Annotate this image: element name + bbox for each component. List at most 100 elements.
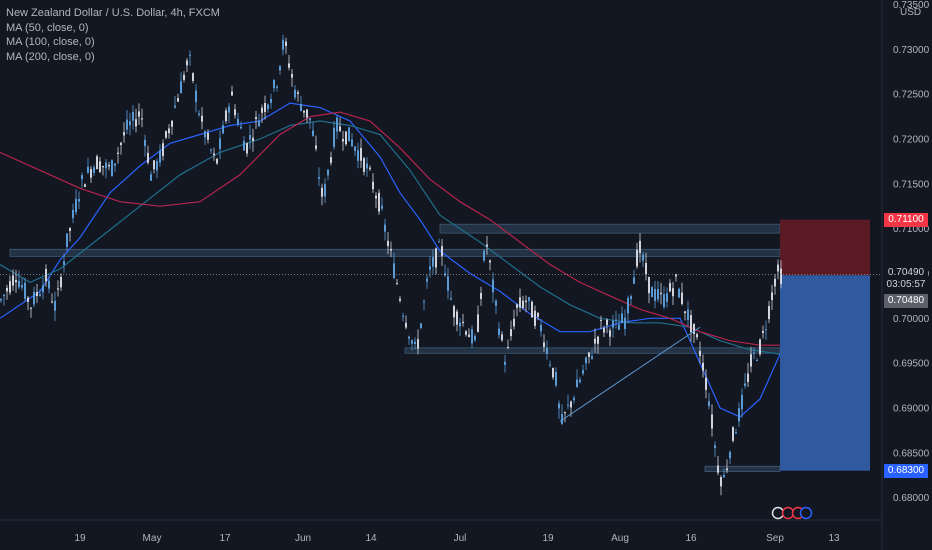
candle-body	[741, 394, 743, 410]
candle-body	[576, 379, 578, 388]
candle-body	[579, 379, 581, 383]
candle-body	[156, 160, 158, 171]
candle-body	[621, 313, 623, 323]
candle-body	[552, 367, 554, 378]
zone-0	[439, 223, 781, 234]
candle-body	[507, 346, 509, 348]
candle-body	[558, 403, 560, 409]
candle-body	[324, 184, 326, 197]
candle-body	[180, 81, 182, 94]
time-tick-label: 14	[365, 533, 377, 544]
candle-body	[567, 404, 569, 406]
candle-body	[546, 347, 548, 354]
candle-body	[177, 98, 179, 102]
candle-body	[63, 261, 65, 265]
candle-body	[168, 128, 170, 134]
candle-body	[456, 311, 458, 325]
candle-body	[51, 301, 53, 303]
candle-body	[108, 164, 110, 167]
candle-body	[522, 300, 524, 308]
time-tick-label: May	[143, 533, 162, 544]
candle-body	[60, 276, 62, 288]
candle-body	[627, 298, 629, 314]
entry-price-tag: 0.70480	[884, 294, 928, 309]
candle-body	[138, 111, 140, 117]
candle-body	[129, 121, 131, 126]
candle-body	[516, 304, 518, 308]
candle-body	[573, 397, 575, 401]
candle-body	[732, 427, 734, 441]
candle-body	[315, 145, 317, 149]
candle-body	[471, 329, 473, 344]
candle-body	[453, 306, 455, 318]
currency-label: USD	[900, 7, 922, 18]
candle-body	[171, 120, 173, 127]
time-tick-label: 13	[828, 533, 840, 544]
candle-body	[114, 163, 116, 166]
symbol-title[interactable]: New Zealand Dollar / U.S. Dollar, 4h, FX…	[6, 7, 220, 19]
candle-body	[429, 266, 431, 270]
price-tick-label: 0.69000	[893, 403, 930, 414]
candle-body	[720, 477, 722, 487]
candle-body	[474, 336, 476, 341]
candle-body	[24, 282, 26, 299]
candle-body	[273, 80, 275, 89]
candle-body	[123, 132, 125, 136]
candle-body	[231, 91, 233, 96]
candle-body	[483, 250, 485, 261]
candle-body	[27, 297, 29, 302]
candle-body	[651, 287, 653, 298]
candle-body	[747, 373, 749, 383]
take-profit-zone	[780, 275, 870, 471]
candle-body	[714, 445, 716, 448]
candle-body	[6, 287, 8, 292]
candle-body	[234, 109, 236, 116]
candle-body	[729, 451, 731, 459]
candle-body	[519, 297, 521, 308]
candle-body	[657, 289, 659, 300]
candle-body	[84, 184, 86, 187]
candle-body	[675, 274, 677, 277]
candle-body	[9, 281, 11, 293]
candle-body	[96, 156, 98, 170]
candle-body	[321, 187, 323, 197]
time-tick-label: 17	[219, 533, 231, 544]
candle-body	[678, 288, 680, 298]
candle-body	[237, 118, 239, 125]
candle-body	[288, 63, 290, 68]
candle-body	[480, 292, 482, 299]
price-tick-label: 0.71000	[893, 224, 930, 235]
ma200-legend[interactable]: MA (200, close, 0)	[6, 50, 95, 63]
candle-body	[261, 107, 263, 113]
candle-body	[513, 318, 515, 327]
ma100-legend[interactable]: MA (100, close, 0)	[6, 36, 95, 48]
time-tick-label: Aug	[611, 533, 629, 544]
candle-body	[411, 340, 413, 344]
ma50-legend[interactable]: MA (50, close, 0)	[6, 21, 89, 34]
price-tick-label: 0.69500	[893, 359, 930, 370]
candle-body	[216, 158, 218, 164]
candle-body	[696, 334, 698, 338]
time-tick-label: Jul	[454, 533, 467, 544]
candle-body	[768, 306, 770, 320]
candle-body	[222, 125, 224, 134]
candle-body	[387, 240, 389, 247]
candle-body	[21, 285, 23, 288]
bar-countdown: 03:05:57	[886, 279, 926, 291]
price-tick-label: 0.72000	[893, 134, 930, 145]
candle-body	[342, 139, 344, 142]
candle-body	[510, 329, 512, 337]
candle-body	[384, 224, 386, 232]
candle-body	[642, 254, 644, 261]
candle-body	[408, 336, 410, 339]
candle-body	[198, 113, 200, 115]
candle-body	[174, 105, 176, 108]
candle-body	[378, 192, 380, 212]
candle-body	[207, 132, 209, 140]
zone-1	[9, 248, 781, 257]
candle-body	[327, 169, 329, 176]
candle-body	[723, 474, 725, 478]
candle-body	[402, 315, 404, 317]
candle-body	[219, 138, 221, 150]
